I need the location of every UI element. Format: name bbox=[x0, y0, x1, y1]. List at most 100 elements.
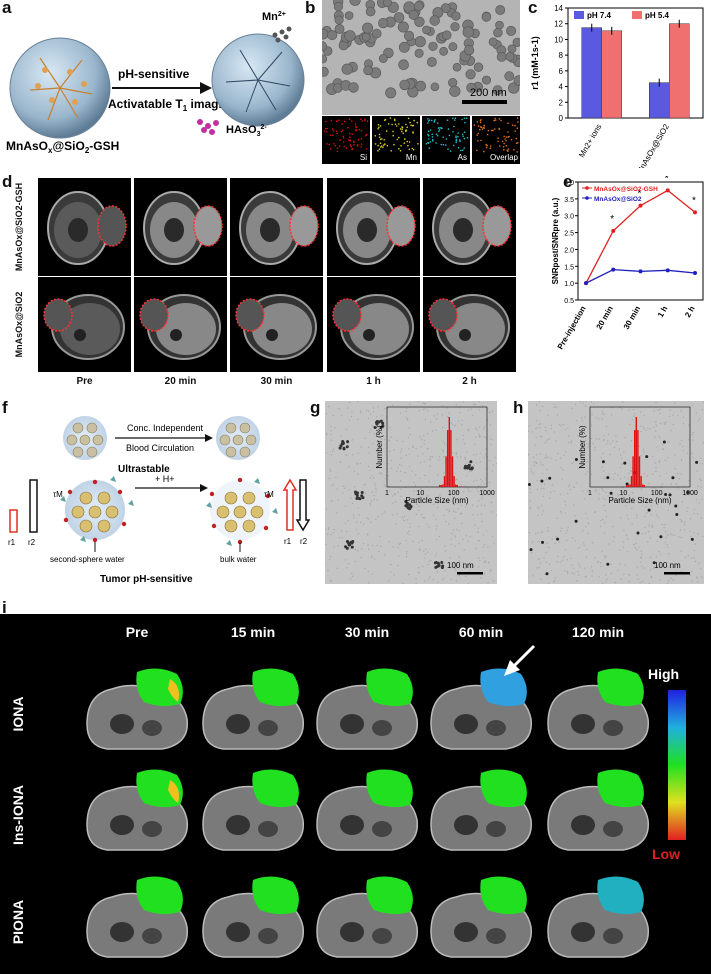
hist-ylabel: Number (%) bbox=[375, 425, 384, 468]
f-left-r1: r1 bbox=[8, 538, 16, 547]
panel-c-label: c bbox=[528, 0, 538, 17]
hist-xtick: 10 bbox=[619, 490, 627, 497]
f-right-r1: r1 bbox=[284, 537, 292, 546]
e-point bbox=[611, 267, 616, 272]
mri-slice bbox=[423, 277, 516, 372]
i-mri-slice bbox=[86, 668, 189, 750]
hist-bar bbox=[642, 484, 644, 487]
f-bottom-caption: Tumor pH-sensitive bbox=[100, 574, 193, 585]
e-point bbox=[693, 271, 697, 276]
hist-ylabel: Number (%) bbox=[578, 425, 587, 468]
c-xtick: MnAsOx@SiO2 bbox=[635, 122, 671, 168]
hist-bar bbox=[635, 417, 637, 487]
i-mri-slice bbox=[316, 769, 419, 851]
e-ytick: 1.5 bbox=[564, 264, 574, 271]
hist-bar bbox=[634, 430, 636, 487]
i-mri-slice bbox=[316, 668, 419, 750]
i-mri-slice bbox=[86, 769, 189, 851]
panel-i-label: i bbox=[2, 598, 7, 617]
mri-slice bbox=[327, 277, 420, 372]
c-ytick: 4 bbox=[559, 83, 564, 92]
c-ytick: 10 bbox=[554, 35, 563, 44]
hist-bar bbox=[456, 485, 458, 487]
f-h-plus: + H+ bbox=[155, 474, 175, 484]
hist-xtick: 100 bbox=[651, 490, 663, 497]
e-point bbox=[665, 188, 670, 193]
i-col-label: 15 min bbox=[230, 624, 276, 640]
f-top-caption: Ultrastable bbox=[118, 464, 170, 475]
i-colorbar bbox=[668, 690, 686, 840]
c-ytick: 0 bbox=[559, 114, 564, 123]
panel-d-row-label-0: MnAsOx@SiO2-GSH bbox=[14, 182, 24, 272]
hist-bar bbox=[447, 430, 449, 487]
hist-bar bbox=[450, 430, 452, 487]
e-legend-label: MnAsOx@SiO2-GSH bbox=[594, 186, 658, 193]
e-ytick: 4.0 bbox=[564, 180, 574, 187]
e-xtick: 2 h bbox=[683, 304, 697, 319]
panel-g-label: g bbox=[310, 398, 321, 417]
hist-xtick: 1 bbox=[385, 490, 389, 497]
c-legend-swatch bbox=[632, 11, 642, 19]
d-col-label: Pre bbox=[76, 376, 93, 387]
tem-scale: 100 nm bbox=[447, 561, 474, 570]
d-col-label: 20 min bbox=[164, 376, 197, 387]
mn-ion-label: Mn2+ bbox=[262, 11, 286, 23]
e-star: * bbox=[692, 195, 696, 206]
e-xtick: 30 min bbox=[622, 304, 643, 331]
f-right-r2: r2 bbox=[300, 537, 308, 546]
c-bar bbox=[601, 30, 622, 119]
e-ylabel: SNRpost/SNRpre (a.u.) bbox=[551, 197, 560, 284]
hist-bar bbox=[629, 484, 631, 487]
panel-g-tem: 1 10 100 1000 Particle Size (nm) Number (%) 10… bbox=[325, 401, 497, 584]
i-col-label: 120 min bbox=[571, 624, 625, 640]
panel-h-label: h bbox=[513, 398, 524, 417]
hist-bar bbox=[632, 456, 634, 487]
mri-slice bbox=[134, 277, 227, 372]
panel-b-label: b bbox=[305, 0, 316, 17]
haso-ion-label: HAsO32- bbox=[226, 124, 267, 138]
c-bar bbox=[649, 82, 670, 119]
mri-slice bbox=[423, 178, 516, 276]
i-mri-slice bbox=[86, 876, 189, 958]
e-point bbox=[638, 269, 643, 274]
tem-scale: 100 nm bbox=[654, 561, 681, 570]
i-mri-slice bbox=[430, 876, 533, 958]
e-point bbox=[665, 268, 670, 273]
hist-bar bbox=[439, 485, 441, 487]
i-row-label: PIONA bbox=[10, 899, 26, 945]
hist-bar bbox=[455, 484, 457, 487]
particle-name: MnAsOx@SiO2-GSH bbox=[6, 139, 119, 155]
i-mri-slice bbox=[547, 668, 650, 750]
hist-bar bbox=[451, 456, 454, 487]
i-mri-slice bbox=[202, 876, 305, 958]
e-point bbox=[611, 228, 616, 233]
c-bar bbox=[581, 27, 602, 119]
panel-a-scheme: pH-sensitive Activatable T1 imaging Mn2+… bbox=[6, 11, 305, 155]
hist-xtick: 10 bbox=[416, 490, 424, 497]
hist-bar bbox=[448, 417, 450, 487]
f-left-r2: r2 bbox=[28, 538, 36, 547]
hist-bar bbox=[637, 430, 639, 487]
e-ytick: 2.5 bbox=[564, 231, 574, 238]
i-mri-slice bbox=[316, 876, 419, 958]
i-col-label: 60 min bbox=[458, 624, 504, 640]
hist-bar bbox=[643, 485, 645, 487]
hist-bar bbox=[443, 476, 446, 487]
e-ytick: 3.5 bbox=[564, 197, 574, 204]
e-star: * bbox=[665, 176, 669, 184]
panel-e-chart: 0.5 1.0 1.5 2.0 2.5 3.0 3.5 4.0 * * * * Pre-injectio… bbox=[551, 176, 704, 351]
c-ylabel: r1 (mM-1s-1) bbox=[530, 36, 540, 90]
i-col-label: Pre bbox=[125, 624, 149, 640]
e-xtick: Pre-injection bbox=[556, 304, 588, 351]
panel-b-scale: 200 nm bbox=[470, 87, 507, 99]
i-mri-slice bbox=[547, 876, 650, 958]
arrow-top-label: pH-sensitive bbox=[118, 67, 190, 81]
e-point bbox=[584, 281, 588, 286]
map-as: As bbox=[422, 116, 470, 164]
c-bar bbox=[669, 23, 690, 119]
i-row-label: Ins-IONA bbox=[10, 785, 26, 845]
panel-f-label: f bbox=[2, 398, 8, 417]
f-tau-left: τM bbox=[53, 490, 63, 499]
e-point bbox=[638, 203, 643, 208]
f-top-arrow-top: Conc. Independent bbox=[127, 423, 204, 433]
